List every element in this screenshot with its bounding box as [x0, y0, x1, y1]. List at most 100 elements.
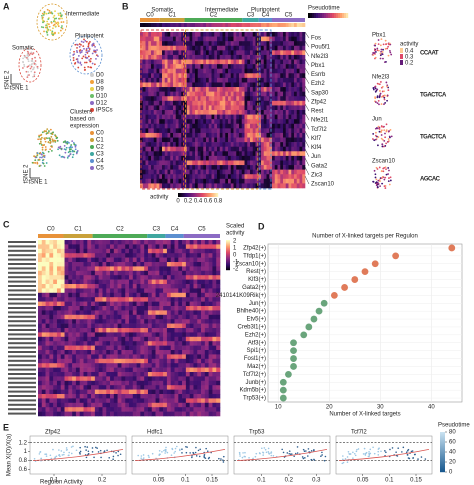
heatmap-cell — [155, 354, 160, 360]
heatmap-cell — [225, 36, 229, 42]
heatmap-cell — [182, 266, 187, 272]
heatmap-cell — [201, 376, 206, 382]
heatmap-cell — [266, 87, 270, 92]
heatmap-cell — [75, 244, 81, 250]
heatmap-cell — [155, 398, 160, 404]
heatmap-cell — [155, 336, 160, 342]
heatmap-cell — [195, 183, 199, 189]
heatmap-cell — [211, 174, 215, 180]
heatmap-cell — [277, 183, 281, 189]
heatmap-cell — [125, 376, 130, 382]
heatmap-cell — [144, 284, 149, 289]
heatmap-cell — [64, 398, 69, 404]
heatmap-cell — [214, 100, 218, 106]
heatmap-cell — [147, 240, 153, 245]
heatmap-cell — [68, 319, 73, 324]
heatmap-cell — [228, 169, 232, 175]
pseudotime-cell — [156, 23, 160, 27]
heatmap-cell — [285, 91, 289, 97]
heatmap-cell — [236, 87, 240, 92]
heatmap-cell — [102, 336, 107, 342]
heatmap-cell — [178, 244, 183, 250]
heatmap-cell — [163, 411, 168, 417]
heatmap-cell — [53, 380, 58, 386]
cell-dot — [384, 47, 387, 50]
cell-dot — [76, 46, 78, 49]
heatmap-cell — [302, 68, 306, 74]
heatmap-cell — [230, 169, 234, 175]
heatmap-cell — [75, 380, 81, 386]
gene-pointer — [304, 103, 310, 112]
pseudotime-cell — [250, 23, 254, 27]
heatmap-cell — [174, 297, 179, 302]
heatmap-cell — [106, 402, 111, 408]
heatmap-cell — [174, 262, 179, 267]
heatmap-cell — [106, 314, 111, 320]
heatmap-cell — [38, 341, 43, 346]
legend-label: D10 — [96, 94, 108, 100]
pseudotime-cell — [148, 23, 152, 27]
heatmap-cell — [200, 151, 204, 157]
heatmap-cell — [121, 248, 126, 254]
heatmap-cell — [233, 87, 237, 92]
heatmap-cell — [113, 354, 118, 360]
heatmap-cell — [294, 36, 298, 42]
heatmap-cell — [195, 73, 199, 79]
cluster-bar — [147, 234, 166, 238]
cell-dot — [386, 84, 389, 87]
pseudotime-cell — [236, 23, 240, 27]
heatmap-cell — [41, 292, 46, 298]
colorbar-cell — [226, 267, 230, 269]
heatmap-cell — [64, 266, 69, 272]
heatmap-cell — [216, 244, 221, 250]
heatmap-cell — [203, 151, 207, 157]
heatmap-cell — [125, 323, 130, 329]
heatmap-cell — [174, 376, 179, 382]
heatmap-cell — [294, 119, 298, 125]
heatmap-cell — [132, 270, 137, 276]
cell-dot — [390, 53, 393, 56]
heatmap-cell — [285, 183, 289, 189]
heatmap-cell — [294, 165, 298, 170]
heatmap-cell — [181, 128, 185, 134]
heatmap-cell — [255, 128, 259, 134]
heatmap-cell — [140, 183, 144, 189]
heatmap-cell — [255, 59, 259, 65]
heatmap-cell — [117, 345, 122, 351]
heatmap-cell — [41, 336, 46, 342]
pseudotime-cell — [272, 23, 276, 27]
heatmap-cell — [236, 45, 240, 51]
heatmap-cell — [288, 142, 292, 148]
heatmap-cell — [181, 160, 185, 166]
cell-dot — [381, 51, 384, 53]
heatmap-cell — [208, 288, 213, 294]
heatmap-cell — [117, 275, 122, 280]
heatmap-cell — [79, 240, 84, 245]
heatmap-cell — [189, 306, 194, 311]
heatmap-cell — [241, 137, 245, 143]
heatmap-cell — [170, 398, 175, 404]
cell-dot — [386, 47, 389, 50]
heatmap-cell — [132, 297, 137, 302]
heatmap-cell — [64, 270, 69, 276]
heatmap-cell — [189, 372, 194, 377]
heatmap-cell — [217, 59, 221, 65]
heatmap-cell — [167, 165, 171, 170]
heatmap-cell — [222, 54, 226, 60]
heatmap-cell — [263, 68, 267, 74]
heatmap-cell — [153, 96, 157, 102]
heatmap-cell — [166, 389, 172, 395]
heatmap-cell — [151, 380, 156, 386]
heatmap-cell — [182, 257, 187, 263]
heatmap-cell — [175, 155, 179, 161]
heatmap-cell — [145, 165, 149, 170]
heatmap-cell — [153, 123, 157, 129]
heatmap-cell — [106, 262, 111, 267]
heatmap-cell — [189, 253, 194, 258]
colorbar-cell — [198, 193, 200, 197]
heatmap-cell — [244, 45, 248, 51]
colorbar-cell — [197, 193, 199, 197]
heatmap-cell — [56, 376, 62, 382]
heatmap-cell — [45, 367, 50, 373]
heatmap-cell — [214, 59, 218, 65]
